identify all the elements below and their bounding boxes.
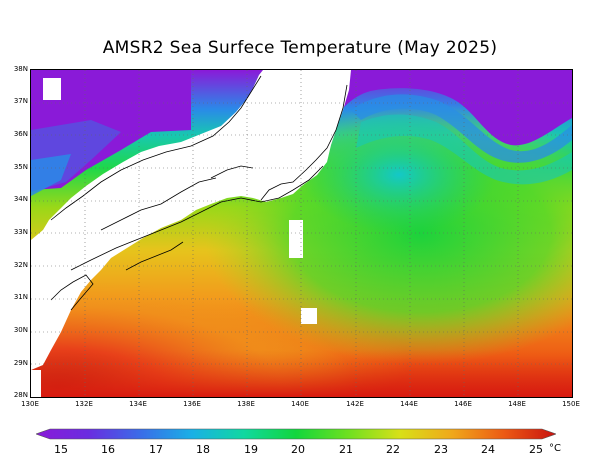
colorbar-tick: 24 <box>481 443 495 456</box>
lon-label: 136E <box>183 400 201 408</box>
lon-label: 142E <box>346 400 364 408</box>
colorbar-tick: 25 <box>529 443 543 456</box>
lat-label: 36N <box>13 130 28 138</box>
lat-label: 34N <box>13 195 28 203</box>
colorbar-tick: 17 <box>149 443 163 456</box>
lat-label: 35N <box>13 163 28 171</box>
lon-label: 134E <box>129 400 147 408</box>
lon-label: 150E <box>562 400 580 408</box>
colorbar-tick: 19 <box>244 443 258 456</box>
lat-label: 28N <box>13 391 28 399</box>
colorbar-tick: 15 <box>54 443 68 456</box>
lon-label: 144E <box>400 400 418 408</box>
lat-label: 33N <box>13 228 28 236</box>
sst-map <box>30 69 573 398</box>
colorbar-tick: 23 <box>434 443 448 456</box>
lat-label: 31N <box>13 293 28 301</box>
colorbar <box>36 428 556 440</box>
lon-label: 130E <box>21 400 39 408</box>
lon-label: 148E <box>508 400 526 408</box>
colorbar-tick: 20 <box>291 443 305 456</box>
lat-label: 29N <box>13 359 28 367</box>
map-title: AMSR2 Sea Surfece Temperature (May 2025) <box>102 38 498 58</box>
lon-label: 138E <box>237 400 255 408</box>
lon-label: 140E <box>291 400 309 408</box>
lon-label: 146E <box>454 400 472 408</box>
colorbar-tick: 18 <box>196 443 210 456</box>
land-japan <box>31 70 351 370</box>
lat-label: 37N <box>13 97 28 105</box>
colorbar-tick: 21 <box>339 443 353 456</box>
colorbar-tick: 16 <box>101 443 115 456</box>
sst-field <box>31 70 572 397</box>
lat-label: 38N <box>13 65 28 73</box>
colorbar-unit: °C <box>549 443 561 454</box>
lat-label: 30N <box>13 326 28 334</box>
lon-label: 132E <box>75 400 93 408</box>
lat-label: 32N <box>13 261 28 269</box>
colorbar-tick: 22 <box>386 443 400 456</box>
